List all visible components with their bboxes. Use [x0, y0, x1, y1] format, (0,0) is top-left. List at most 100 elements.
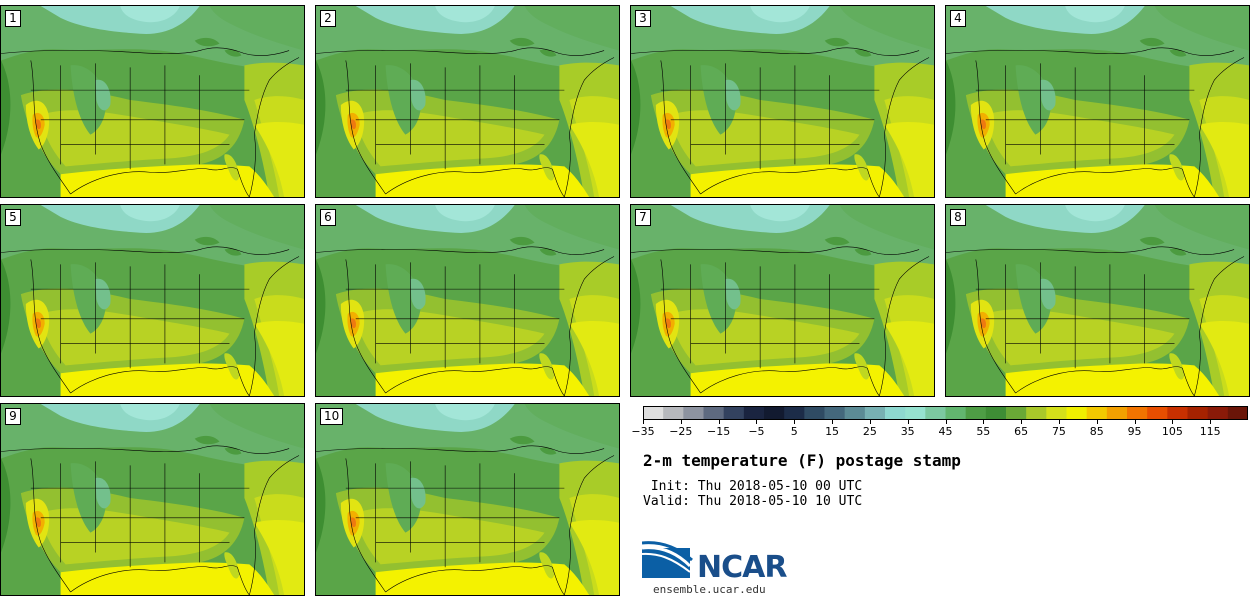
- colorbar-tick-mark: [869, 420, 871, 424]
- colorbar-tick-label: −15: [707, 425, 731, 438]
- temperature-map: [316, 6, 619, 197]
- member-label: 2: [320, 10, 336, 27]
- colorbar-swatch: [784, 406, 805, 420]
- member-label: 5: [5, 209, 21, 226]
- colorbar-tick-mark: [1172, 420, 1174, 424]
- colorbar-tick-mark: [794, 420, 796, 424]
- temperature-map: [1, 404, 304, 595]
- temperature-map: [316, 404, 619, 595]
- colorbar-tick-mark: [718, 420, 720, 424]
- colorbar-tick-label: 95: [1127, 425, 1142, 438]
- colorbar-swatch: [1127, 406, 1148, 420]
- colorbar-border: [643, 406, 1248, 420]
- temperature-map: [946, 205, 1249, 396]
- member-panel-3[interactable]: 3: [630, 5, 935, 198]
- member-label: 9: [5, 408, 21, 425]
- colorbar-tick-mark: [945, 420, 947, 424]
- colorbar-tick-mark: [907, 420, 909, 424]
- colorbar-tick-label: 35: [900, 425, 915, 438]
- colorbar-tick-mark: [983, 420, 985, 424]
- colorbar-tick-mark: [1058, 420, 1060, 424]
- member-label: 7: [635, 209, 651, 226]
- colorbar-swatch: [1106, 406, 1128, 420]
- colorbar-swatch: [1227, 406, 1248, 420]
- colorbar-swatch: [1026, 406, 1047, 420]
- colorbar-swatch: [643, 406, 664, 420]
- colorbar-tick-mark: [1096, 420, 1098, 424]
- colorbar-swatch: [1006, 406, 1027, 420]
- member-label: 4: [950, 10, 966, 27]
- member-panel-9[interactable]: 9: [0, 403, 305, 596]
- colorbar-swatch: [1207, 406, 1229, 420]
- temperature-map: [1, 6, 304, 197]
- member-label: 10: [320, 408, 344, 425]
- temperature-map: [316, 205, 619, 396]
- logo-name: NCAR: [697, 550, 787, 585]
- colorbar-swatch: [1167, 406, 1188, 420]
- colorbar-tick-mark: [643, 420, 644, 424]
- init-time: Init: Thu 2018-05-10 00 UTC: [643, 479, 863, 494]
- colorbar-tick-label: 55: [976, 425, 991, 438]
- plot-title: 2-m temperature (F) postage stamp: [643, 451, 961, 470]
- colorbar-swatch: [864, 406, 886, 420]
- member-panel-8[interactable]: 8: [945, 204, 1250, 397]
- colorbar-tick-label: −5: [748, 425, 765, 438]
- member-label: 8: [950, 209, 966, 226]
- colorbar-tick-label: 5: [790, 425, 798, 438]
- colorbar-swatch: [885, 406, 906, 420]
- temperature-map: [1, 205, 304, 396]
- colorbar-swatch: [703, 406, 725, 420]
- member-label: 3: [635, 10, 651, 27]
- colorbar-tick-label: 105: [1161, 425, 1183, 438]
- colorbar-swatch: [683, 406, 704, 420]
- colorbar-swatch: [663, 406, 684, 420]
- colorbar-tick-label: 15: [825, 425, 840, 438]
- colorbar-swatch: [1066, 406, 1088, 420]
- colorbar-tick-mark: [1210, 420, 1212, 424]
- colorbar-tick-mark: [1021, 420, 1023, 424]
- colorbar-swatch: [925, 406, 946, 420]
- colorbar-tick-label: −25: [669, 425, 693, 438]
- valid-time: Valid: Thu 2018-05-10 10 UTC: [643, 494, 863, 509]
- colorbar-swatch: [985, 406, 1007, 420]
- colorbar-tick-label: 45: [938, 425, 953, 438]
- colorbar-swatch: [1147, 406, 1168, 420]
- colorbar-tick-label: 75: [1051, 425, 1066, 438]
- colorbar-swatch: [1046, 406, 1067, 420]
- colorbar-tick-mark: [756, 420, 758, 424]
- colorbar-tick-label: 65: [1014, 425, 1029, 438]
- member-panel-7[interactable]: 7: [630, 204, 935, 397]
- colorbar-swatch: [945, 406, 967, 420]
- colorbar-swatch: [743, 406, 765, 420]
- member-label: 1: [5, 10, 21, 27]
- member-panel-2[interactable]: 2: [315, 5, 620, 198]
- colorbar-swatch: [844, 406, 866, 420]
- logo-url[interactable]: ensemble.ucar.edu: [653, 583, 766, 596]
- temperature-map: [946, 6, 1249, 197]
- colorbar-swatch: [824, 406, 846, 420]
- colorbar-tick-label: 25: [862, 425, 877, 438]
- member-panel-4[interactable]: 4: [945, 5, 1250, 198]
- colorbar-swatch: [965, 406, 987, 420]
- colorbar-swatch: [1187, 406, 1209, 420]
- colorbar-swatch: [723, 406, 745, 420]
- member-label: 6: [320, 209, 336, 226]
- colorbar-swatch: [905, 406, 926, 420]
- colorbar-swatch: [764, 406, 785, 420]
- colorbar-ticks: −35 −25 −15 −5 5 15 25 35 45 55 65 75 85 95 105 115: [630, 420, 1260, 440]
- colorbar-tick-mark: [832, 420, 834, 424]
- member-panel-5[interactable]: 5: [0, 204, 305, 397]
- member-panel-1[interactable]: 1: [0, 5, 305, 198]
- colorbar-swatch: [1086, 406, 1108, 420]
- colorbar-tick-mark: [1134, 420, 1136, 424]
- member-panel-10[interactable]: 10: [315, 403, 620, 596]
- colorbar-tick-mark: [680, 420, 682, 424]
- member-panel-6[interactable]: 6: [315, 204, 620, 397]
- temperature-map: [631, 6, 934, 197]
- colorbar-tick-label: −35: [631, 425, 655, 438]
- time-info: Init: Thu 2018-05-10 00 UTC Valid: Thu 20…: [643, 479, 862, 509]
- colorbar-swatch: [804, 406, 825, 420]
- colorbar-tick-label: 85: [1089, 425, 1104, 438]
- colorbar-tick-label: 115: [1199, 425, 1221, 438]
- ncar-logo-icon: [642, 541, 693, 578]
